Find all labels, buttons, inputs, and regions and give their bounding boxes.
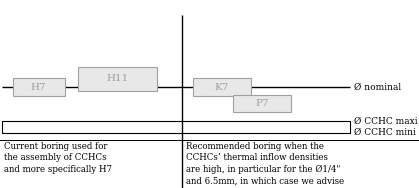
Bar [13,79,65,96]
Bar [233,95,291,112]
Bar [2,121,350,133]
Text: Ø CCHC maxi: Ø CCHC maxi [354,117,418,126]
Bar [193,79,251,96]
Text: K7: K7 [215,83,229,92]
Text: Recommended boring when the
CCHCs’ thermal inflow densities
are high, in particu: Recommended boring when the CCHCs’ therm… [186,142,345,188]
Text: H7: H7 [31,83,47,92]
Bar [78,67,157,91]
Text: Ø CCHC mini: Ø CCHC mini [354,128,416,137]
Text: P7: P7 [255,99,269,108]
Text: Current boring used for
the assembly of CCHCs
and more specifically H7: Current boring used for the assembly of … [4,142,112,174]
Text: H11: H11 [106,74,129,83]
Text: Ø nominal: Ø nominal [354,83,401,92]
